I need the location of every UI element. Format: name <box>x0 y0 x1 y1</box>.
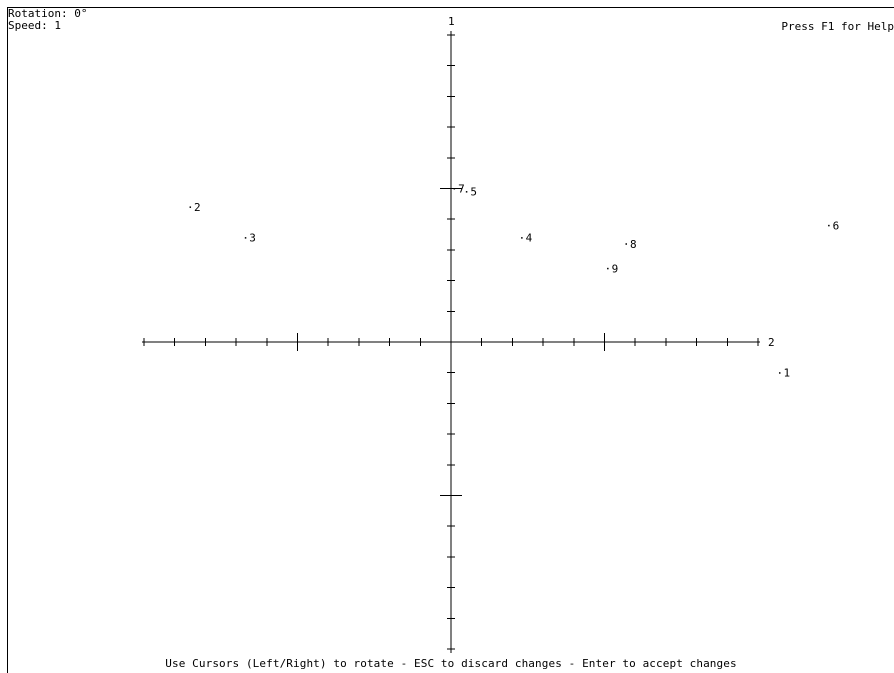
data-point-marker <box>189 206 192 208</box>
data-point-label: 5 <box>470 186 477 199</box>
data-point-marker <box>453 188 456 190</box>
data-point-label: 3 <box>249 232 256 245</box>
data-point-label: 7 <box>458 183 465 196</box>
data-point-marker <box>521 237 523 239</box>
data-point-label: 8 <box>630 238 637 251</box>
data-point-label: 6 <box>833 219 840 232</box>
horizontal-axis-label: 2 <box>768 336 775 349</box>
data-point-marker <box>465 191 468 193</box>
axes: 12 <box>142 15 775 653</box>
data-point-label: 2 <box>194 201 201 214</box>
data-point-label: 9 <box>612 262 619 275</box>
vertical-axis-label: 1 <box>448 15 455 28</box>
data-point-marker <box>778 372 781 374</box>
data-point-label: 4 <box>526 232 533 245</box>
data-point-marker <box>828 224 830 227</box>
data-point-label: 1 <box>783 367 790 380</box>
rotation-window[interactable]: Rotation: 0° Speed: 1 Press F1 for Help … <box>7 7 894 673</box>
data-point-marker <box>625 243 627 245</box>
data-points: 1 2 3 4 5 6 7 89 <box>189 183 840 380</box>
instructions-bar: Use Cursors (Left/Right) to rotate - ESC… <box>165 657 737 670</box>
data-point-marker <box>244 237 247 239</box>
help-hint: Press F1 for Help <box>781 20 894 33</box>
status-panel: Rotation: 0° Speed: 1 <box>8 8 87 32</box>
data-point-marker <box>607 267 609 270</box>
rotation-readout: Rotation: 0° <box>8 7 88 20</box>
speed-readout: Speed: 1 <box>8 19 61 32</box>
